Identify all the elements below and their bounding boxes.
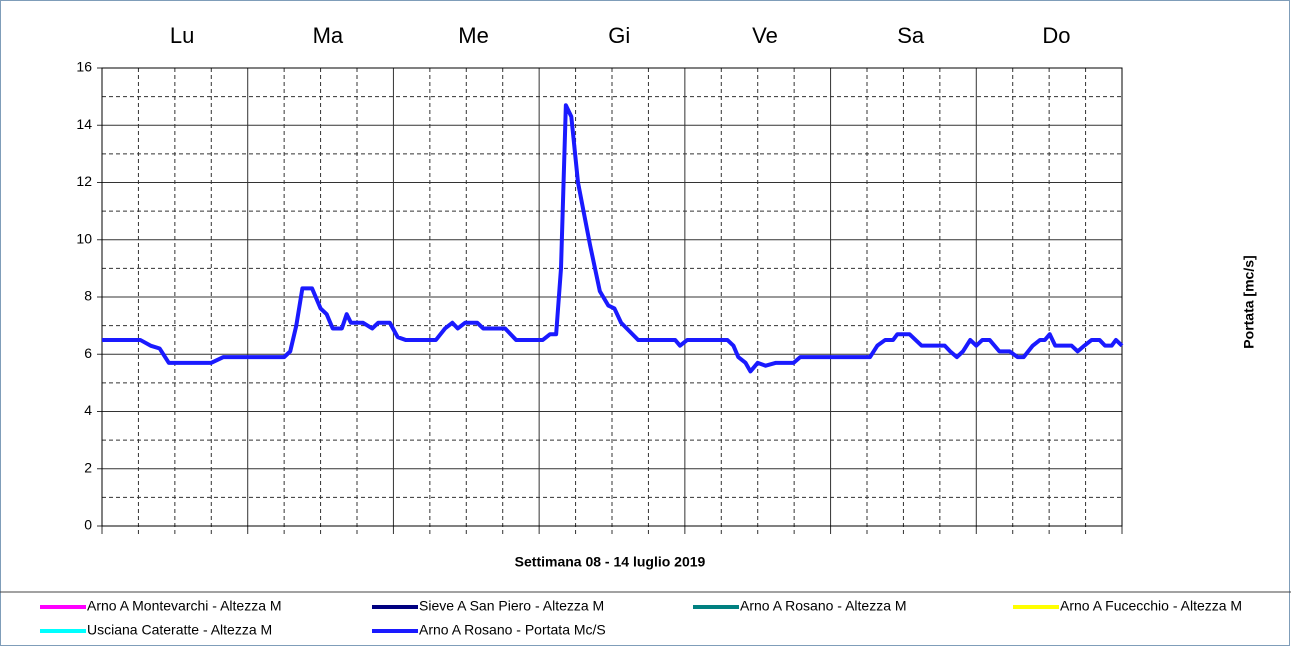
x-axis-label: Settimana 08 - 14 luglio 2019 bbox=[515, 554, 706, 570]
legend-label: Sieve A San Piero - Altezza M bbox=[419, 598, 604, 614]
day-label: Lu bbox=[170, 23, 194, 48]
day-label: Do bbox=[1042, 23, 1070, 48]
legend-label: Arno A Fucecchio - Altezza M bbox=[1060, 598, 1242, 614]
day-label: Ma bbox=[313, 23, 344, 48]
day-label: Ve bbox=[752, 23, 778, 48]
y-tick-label: 8 bbox=[84, 288, 92, 304]
y-tick-label: 0 bbox=[84, 517, 92, 533]
legend-label: Arno A Montevarchi - Altezza M bbox=[87, 598, 282, 614]
y-axis-label: Portata [mc/s] bbox=[1241, 255, 1257, 348]
legend-label: Arno A Rosano - Portata Mc/S bbox=[419, 622, 606, 638]
y-tick-label: 4 bbox=[84, 402, 92, 418]
y-tick-label: 10 bbox=[76, 230, 92, 246]
series-line bbox=[102, 103, 1124, 374]
day-label: Gi bbox=[608, 23, 630, 48]
y-tick-label: 12 bbox=[76, 173, 92, 189]
y-tick-label: 2 bbox=[84, 459, 92, 475]
plot-border bbox=[101, 67, 1123, 527]
y-tick-label: 16 bbox=[76, 59, 92, 75]
legend-label: Usciana Cateratte - Altezza M bbox=[87, 622, 272, 638]
y-tick-label: 14 bbox=[76, 116, 92, 132]
legend-label: Arno A Rosano - Altezza M bbox=[740, 598, 907, 614]
day-label: Me bbox=[458, 23, 489, 48]
y-tick-label: 6 bbox=[84, 345, 92, 361]
day-label: Sa bbox=[897, 23, 925, 48]
